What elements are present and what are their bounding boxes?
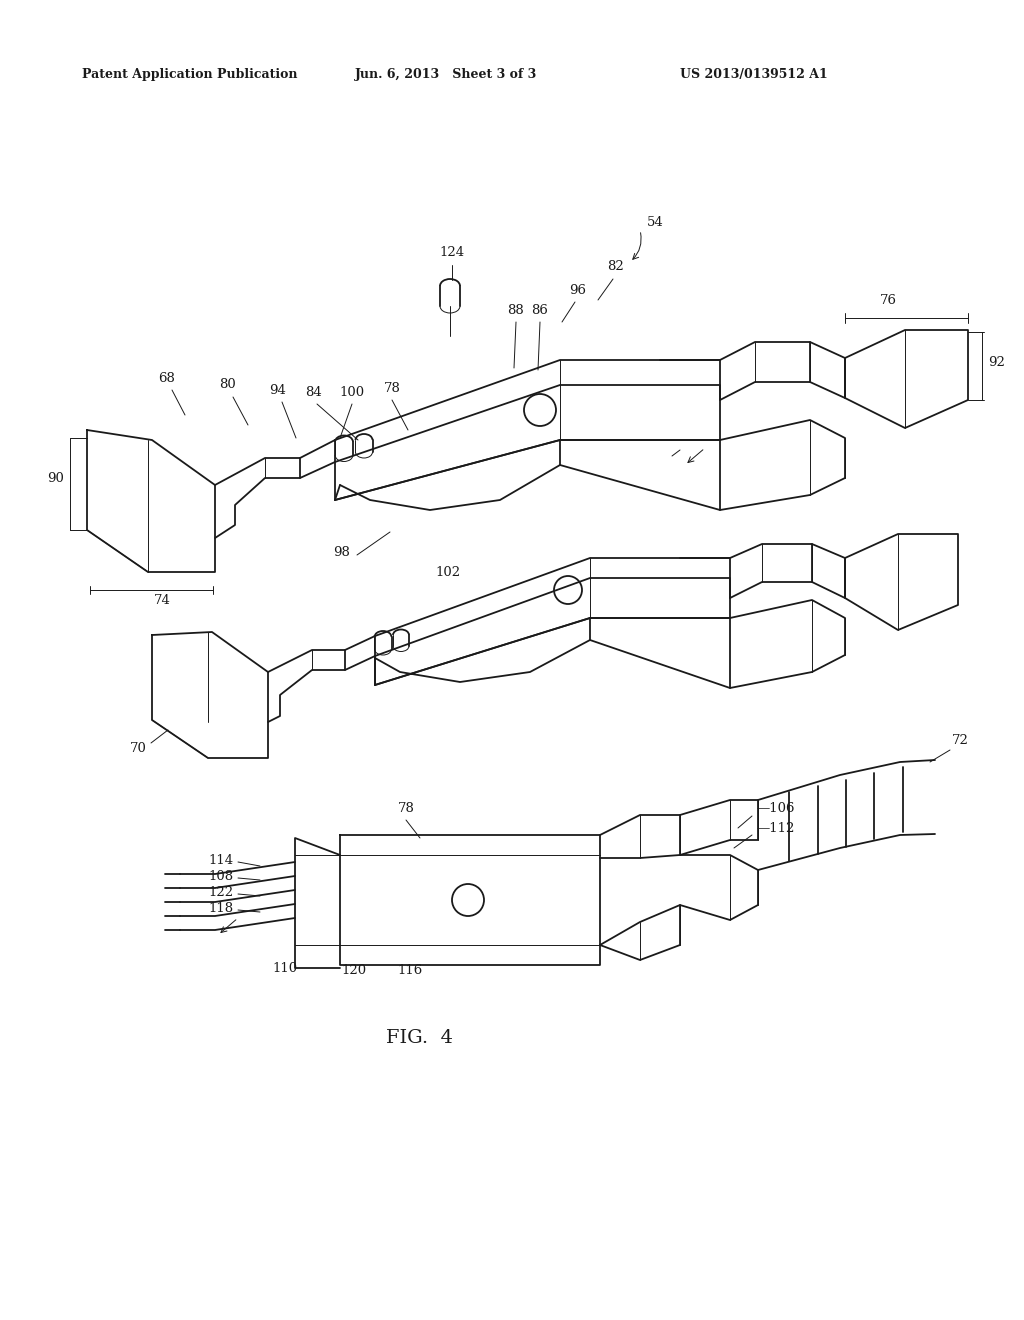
Text: 86: 86 (531, 304, 549, 317)
Text: FIG.  4: FIG. 4 (386, 1030, 454, 1047)
Text: US 2013/0139512 A1: US 2013/0139512 A1 (680, 69, 827, 81)
Text: 74: 74 (154, 594, 170, 606)
Text: 54: 54 (646, 215, 664, 228)
Text: 96: 96 (569, 284, 587, 297)
Text: 108: 108 (209, 870, 234, 883)
Text: Jun. 6, 2013   Sheet 3 of 3: Jun. 6, 2013 Sheet 3 of 3 (355, 69, 538, 81)
Text: 114: 114 (209, 854, 234, 866)
Text: 92: 92 (988, 355, 1006, 368)
Text: 82: 82 (607, 260, 625, 273)
Text: 120: 120 (341, 964, 367, 977)
Text: 70: 70 (130, 742, 146, 755)
Text: 100: 100 (339, 385, 365, 399)
Text: 94: 94 (269, 384, 287, 396)
Text: 122: 122 (209, 886, 234, 899)
Text: 118: 118 (209, 902, 234, 915)
Text: Patent Application Publication: Patent Application Publication (82, 69, 298, 81)
Text: 78: 78 (384, 381, 400, 395)
Text: 116: 116 (397, 964, 423, 977)
Text: 124: 124 (439, 246, 465, 259)
Text: 80: 80 (219, 379, 237, 392)
Text: 98: 98 (334, 545, 350, 558)
Text: —112: —112 (756, 821, 795, 834)
Text: 78: 78 (397, 801, 415, 814)
Text: 110: 110 (272, 961, 298, 974)
Text: 84: 84 (305, 385, 323, 399)
Text: 102: 102 (435, 565, 461, 578)
Text: 88: 88 (508, 304, 524, 317)
Text: 76: 76 (880, 293, 896, 306)
Text: —106: —106 (756, 801, 795, 814)
Text: 68: 68 (159, 371, 175, 384)
Text: 90: 90 (47, 471, 65, 484)
Text: 72: 72 (951, 734, 969, 747)
